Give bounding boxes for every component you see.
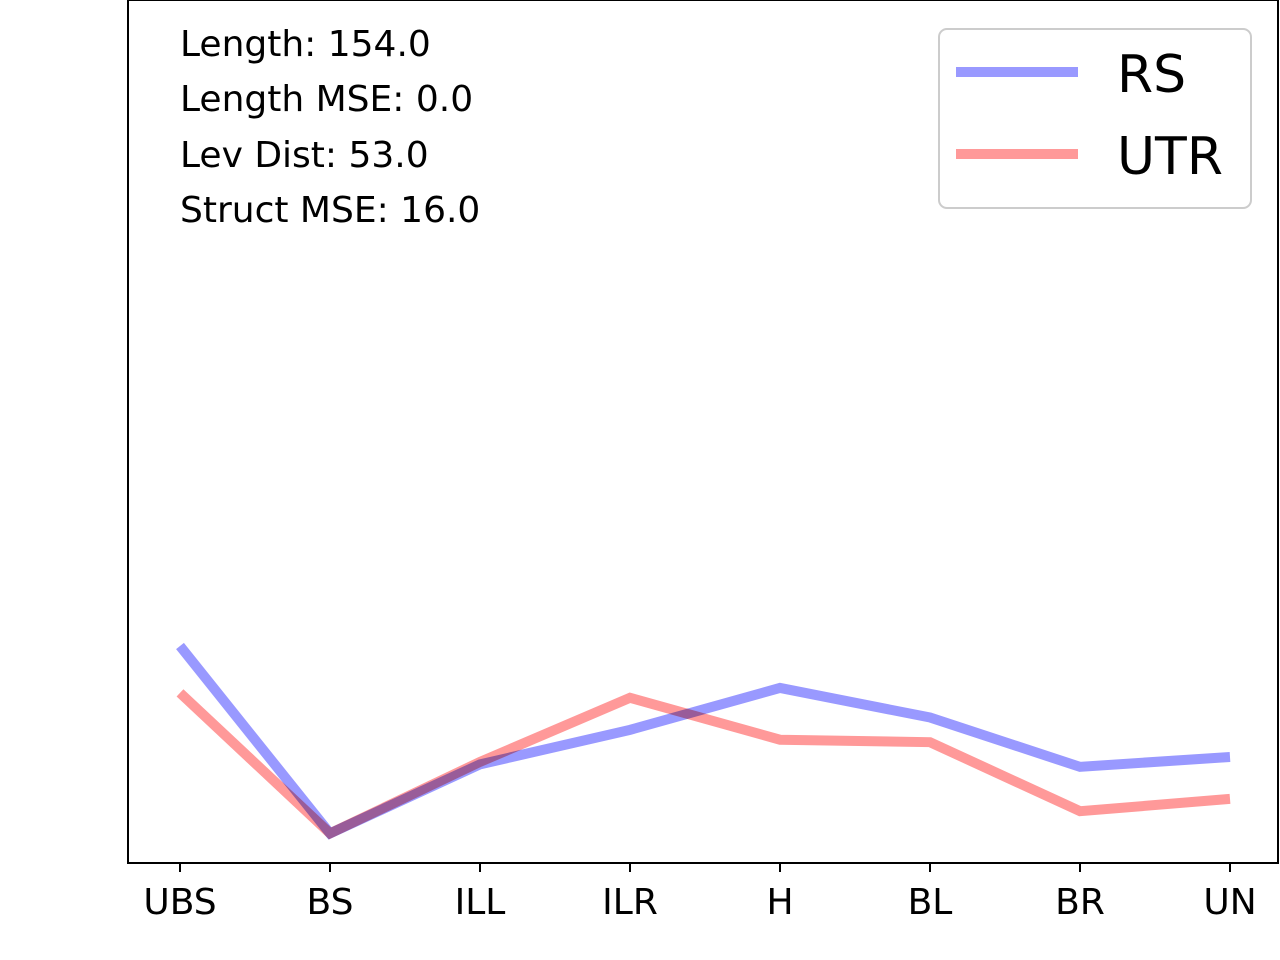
annotation-lev-dist: Lev Dist: 53.0 <box>180 135 429 176</box>
annotation-length: Length: 154.0 <box>180 24 431 65</box>
x-tick-label-bl: BL <box>908 882 953 923</box>
x-tick-label-h: H <box>766 882 793 923</box>
x-tick-label-ill: ILL <box>455 882 506 923</box>
x-tick-label-un: UN <box>1203 882 1256 923</box>
x-tick-label-ilr: ILR <box>602 882 658 923</box>
annotation-struct-mse: Struct MSE: 16.0 <box>180 190 480 231</box>
annotation-block: Length: 154.0 Length MSE: 0.0 Lev Dist: … <box>180 24 480 231</box>
series-line-utr <box>176 689 1231 840</box>
series-layer <box>176 642 1231 840</box>
legend: RS UTR <box>938 28 1252 209</box>
x-tick-label-ubs: UBS <box>143 882 216 923</box>
annotation-length-mse: Length MSE: 0.0 <box>180 79 473 120</box>
x-axis-ticks: UBS BS ILL ILR H BL BR UN <box>143 863 1257 923</box>
legend-label-rs: RS <box>1117 45 1186 105</box>
x-tick-label-bs: BS <box>307 882 354 923</box>
x-tick-label-br: BR <box>1055 882 1105 923</box>
legend-label-utr: UTR <box>1117 127 1223 187</box>
